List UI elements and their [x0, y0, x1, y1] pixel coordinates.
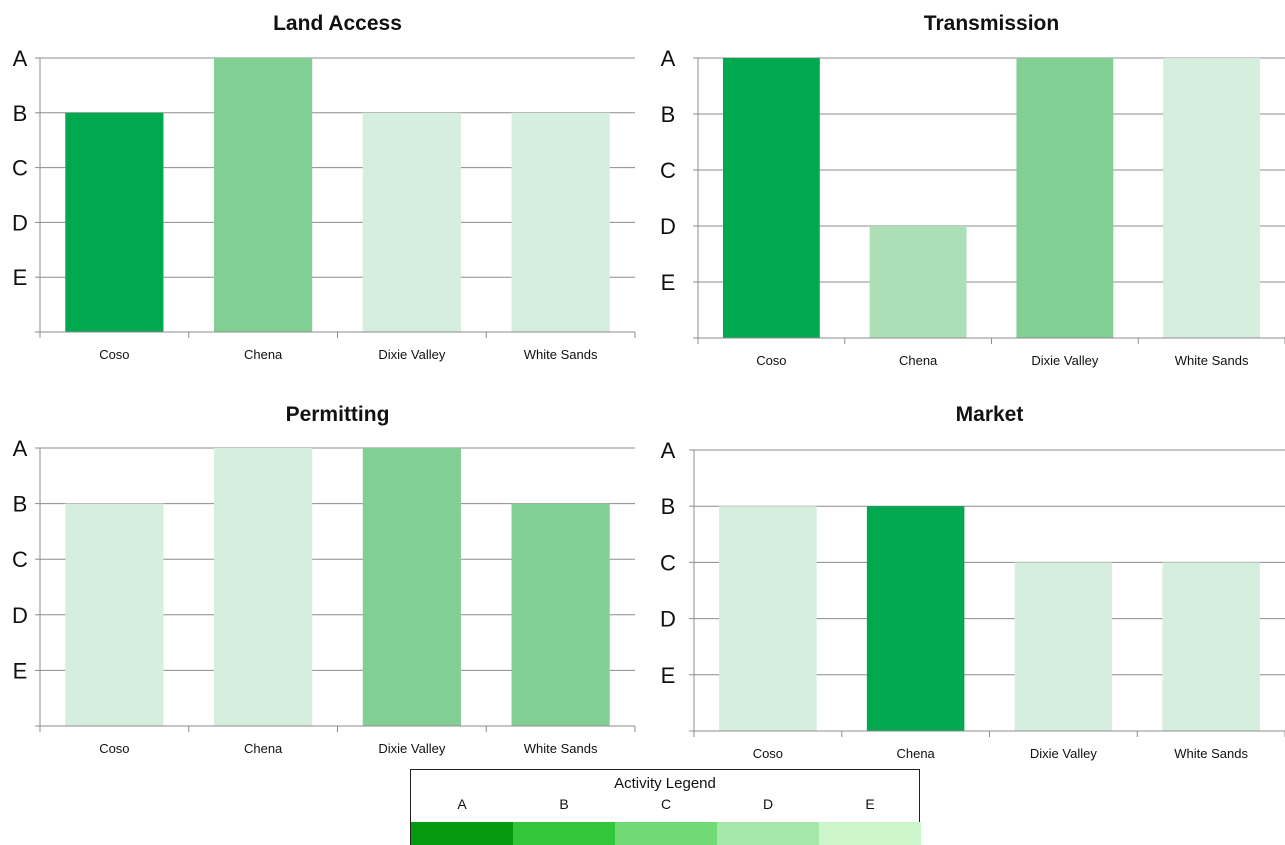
- legend-swatch-a: [411, 822, 513, 845]
- x-tick-label: Dixie Valley: [378, 347, 445, 362]
- y-tick-label: E: [661, 270, 676, 295]
- bar-coso: [65, 112, 164, 332]
- x-tick-label: Coso: [99, 741, 129, 756]
- x-tick-label: White Sands: [524, 741, 598, 756]
- bar-white-sands: [1163, 58, 1261, 338]
- y-tick-label: A: [661, 46, 676, 71]
- bar-chena: [866, 506, 965, 731]
- x-tick-label: Chena: [244, 347, 283, 362]
- bar-white-sands: [1162, 562, 1260, 731]
- y-tick-label: C: [660, 550, 676, 575]
- y-tick-label: B: [661, 494, 676, 519]
- bar-dixie-valley: [1014, 562, 1113, 731]
- bar-coso: [719, 506, 817, 731]
- chart-title: Market: [956, 403, 1024, 426]
- legend-label-a: A: [457, 796, 467, 812]
- y-tick-label: B: [13, 101, 28, 126]
- x-tick-label: Coso: [753, 746, 783, 761]
- x-tick-label: Chena: [899, 353, 938, 368]
- bar-coso: [722, 58, 820, 338]
- x-tick-label: Dixie Valley: [378, 741, 445, 756]
- y-tick-label: A: [13, 46, 28, 71]
- chart-title: Permitting: [286, 403, 390, 426]
- y-tick-label: C: [660, 158, 676, 183]
- y-tick-label: C: [12, 547, 28, 572]
- x-tick-label: Dixie Valley: [1031, 353, 1098, 368]
- legend-label-b: B: [559, 796, 569, 812]
- chart-panel-4: A B C D E Coso Chena Dixie Valley White Sands Mar…: [660, 403, 1285, 761]
- y-tick-label: B: [13, 492, 28, 517]
- y-tick-label: E: [13, 658, 28, 683]
- legend-swatch-b: [513, 822, 615, 845]
- x-tick-label: Coso: [756, 353, 786, 368]
- bar-chena: [214, 58, 313, 332]
- y-tick-label: E: [661, 663, 676, 688]
- x-tick-label: White Sands: [1174, 746, 1248, 761]
- y-tick-label: A: [13, 436, 28, 461]
- legend-label-e: E: [865, 796, 875, 812]
- x-tick-label: White Sands: [524, 347, 598, 362]
- x-tick-label: Coso: [99, 347, 129, 362]
- y-tick-label: E: [13, 265, 28, 290]
- bar-coso: [65, 503, 164, 726]
- chart-panel-3: A B C D E Coso Chena Dixie Valley White Sands Per…: [12, 403, 636, 756]
- bar-white-sands: [511, 503, 610, 726]
- chart-panel-2: A B C D E Coso Chena Dixie Valley White Sands Tra…: [660, 12, 1285, 368]
- x-tick-label: Chena: [244, 741, 283, 756]
- x-tick-label: Dixie Valley: [1030, 746, 1097, 761]
- bar-dixie-valley: [362, 448, 461, 726]
- legend-swatch-d: [717, 822, 819, 845]
- chart-panel-1: A B C D E Coso Chena Dixie Valley White Sands Lan…: [12, 12, 636, 362]
- x-tick-label: Chena: [896, 746, 935, 761]
- legend-label-c: C: [660, 796, 672, 812]
- bar-dixie-valley: [1016, 58, 1114, 338]
- legend-swatch-e: [819, 822, 921, 845]
- chart-title: Land Access: [273, 12, 402, 35]
- bar-dixie-valley: [362, 112, 461, 332]
- x-tick-label: White Sands: [1175, 353, 1249, 368]
- bar-white-sands: [511, 112, 610, 332]
- y-tick-label: B: [661, 102, 676, 127]
- y-tick-label: D: [12, 603, 28, 628]
- y-tick-label: A: [661, 438, 676, 463]
- chart-title: Transmission: [924, 12, 1059, 35]
- bar-chena: [869, 226, 967, 338]
- y-tick-label: C: [12, 156, 28, 181]
- bar-chena: [214, 448, 313, 726]
- legend-label-d: D: [762, 796, 774, 812]
- legend-title: Activity Legend: [614, 775, 716, 792]
- y-tick-label: D: [660, 607, 676, 632]
- y-tick-label: D: [12, 210, 28, 235]
- legend-swatch-c: [615, 822, 717, 845]
- activity-legend: Activity Legend A B C D E: [410, 769, 921, 845]
- y-tick-label: D: [660, 214, 676, 239]
